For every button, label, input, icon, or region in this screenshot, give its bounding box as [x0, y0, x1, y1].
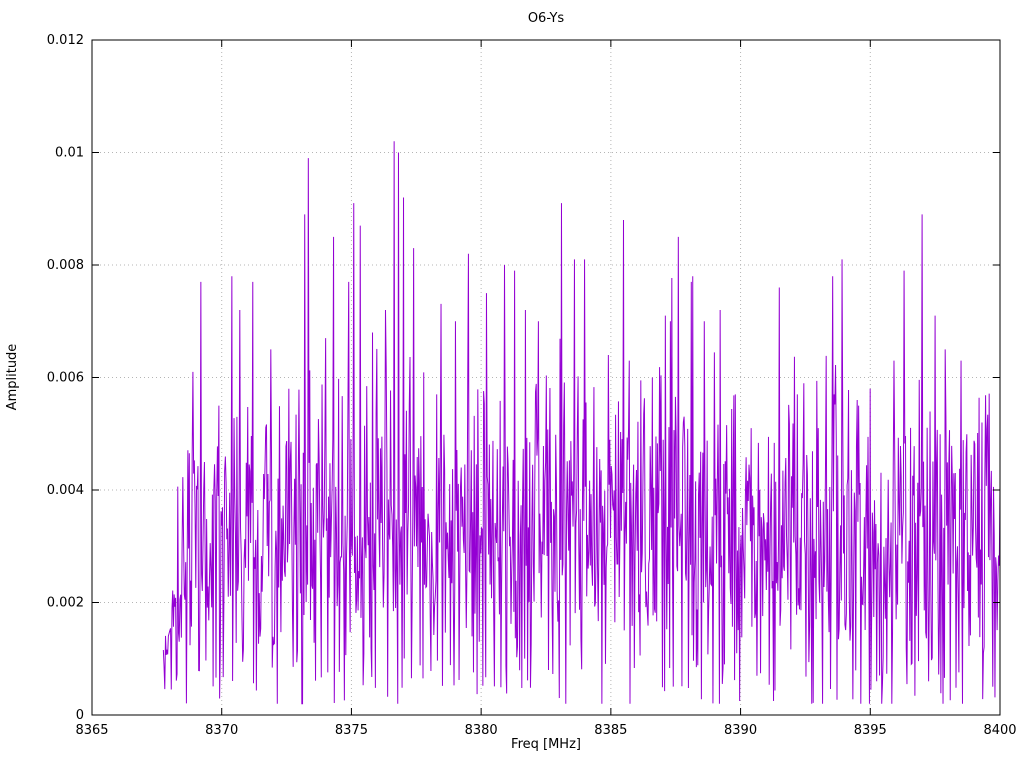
y-tick-label: 0.008 [47, 258, 84, 273]
spectrum-path [162, 141, 1001, 705]
x-tick-label: 8395 [854, 723, 887, 738]
tick-labels: 8365 8370 8375 8380 8385 8390 8395 8400 0 0.002 0.… [47, 33, 1017, 738]
x-tick-label: 8375 [335, 723, 368, 738]
y-tick-label: 0.01 [55, 146, 84, 161]
x-tick-label: 8380 [465, 723, 498, 738]
x-tick-label: 8365 [75, 723, 108, 738]
x-tick-label: 8370 [205, 723, 238, 738]
y-tick-label: 0.004 [47, 483, 84, 498]
x-tick-label: 8390 [724, 723, 757, 738]
x-tick-label: 8385 [594, 723, 627, 738]
y-tick-label: 0 [76, 708, 84, 723]
y-tick-label: 0.012 [47, 33, 84, 48]
spectrum-line [162, 141, 1001, 705]
y-axis-label: Amplitude [5, 344, 20, 411]
y-tick-label: 0.006 [47, 371, 84, 386]
y-tick-label: 0.002 [47, 596, 84, 611]
x-tick-label: 8400 [983, 723, 1016, 738]
x-axis-label: Freq [MHz] [511, 737, 581, 752]
chart-title: O6-Ys [528, 11, 565, 26]
plot-border [91, 39, 1001, 716]
